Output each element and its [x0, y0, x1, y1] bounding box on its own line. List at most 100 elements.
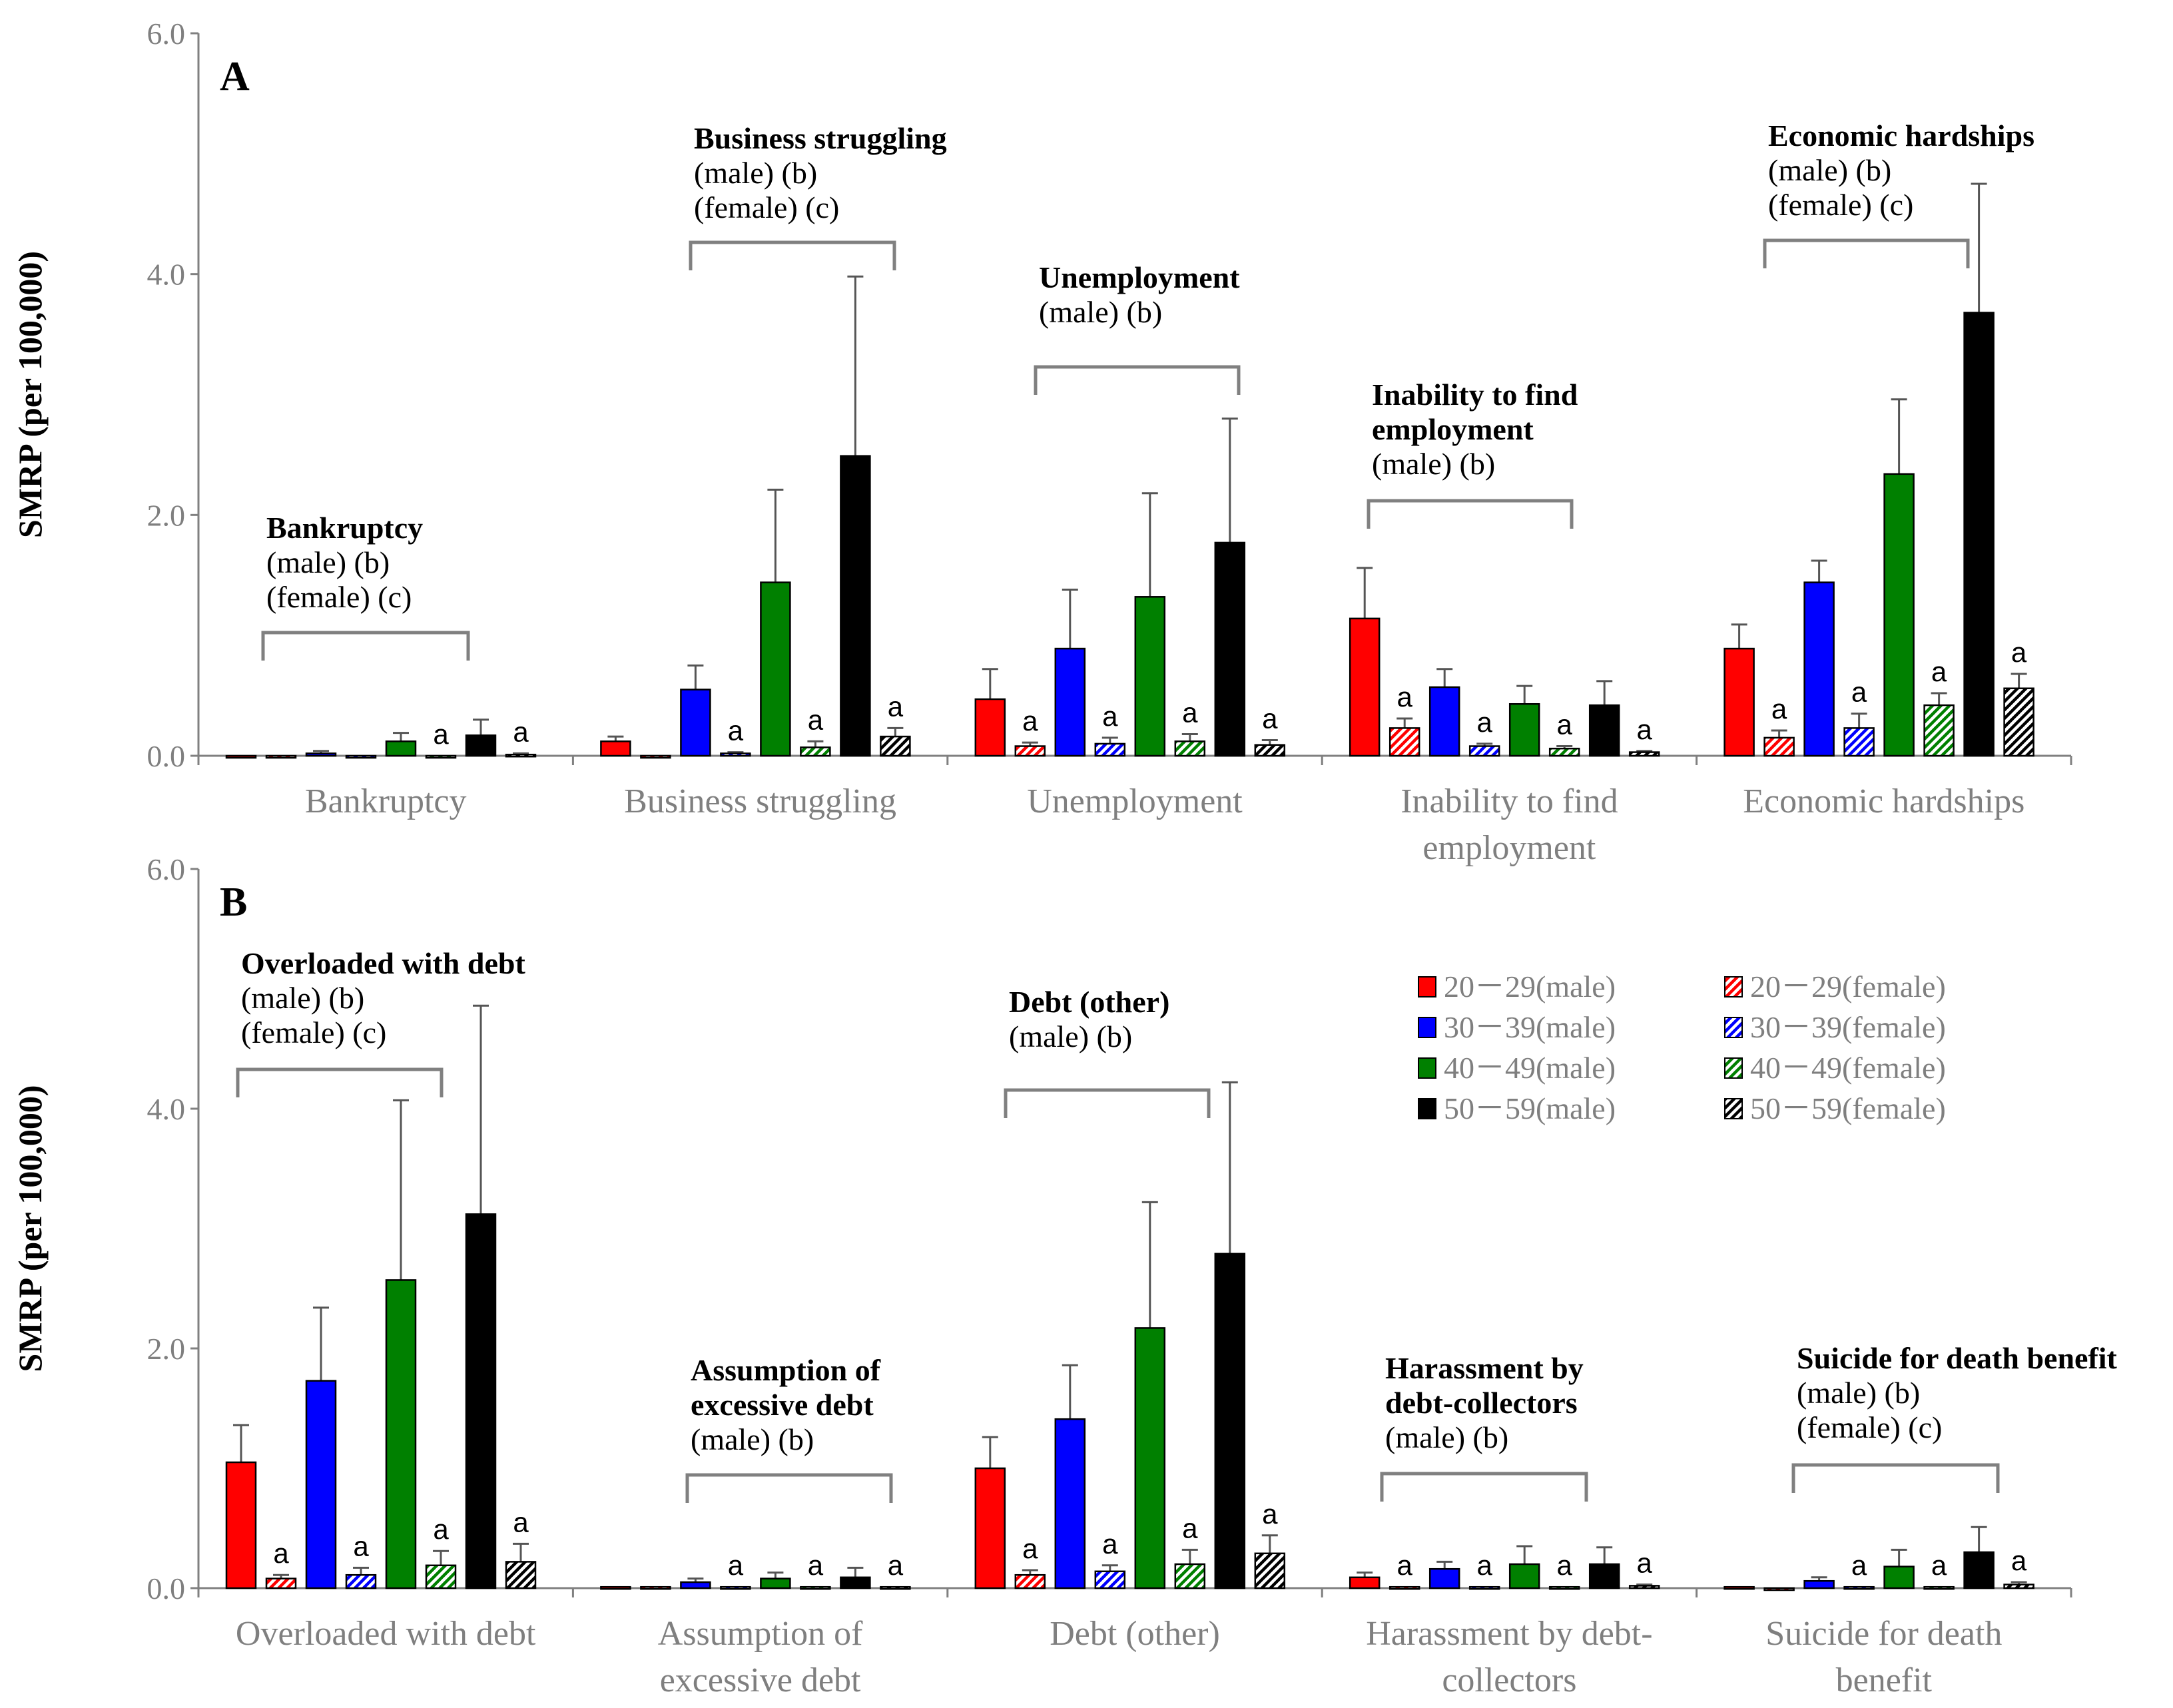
legend-label: 40－49(male)	[1444, 1051, 1616, 1085]
bar	[1094, 742, 1126, 757]
significance-label: a	[1477, 1550, 1493, 1581]
annotation-line: (female) (c)	[241, 1015, 386, 1049]
bar	[1014, 745, 1046, 757]
x-tick-label: Inability to find	[1400, 782, 1618, 820]
annotation-title: Debt (other)	[1009, 985, 1169, 1019]
y-tick-label: 6.0	[147, 852, 186, 886]
annotation-line: (male) (b)	[1797, 1376, 1920, 1410]
significance-label: a	[1102, 701, 1118, 732]
panel-label: A	[220, 54, 250, 99]
legend-swatch	[1724, 1057, 1743, 1079]
bar	[1214, 541, 1246, 757]
bar	[1628, 751, 1660, 757]
bar	[800, 746, 831, 757]
annotation-line: (female) (c)	[1797, 1410, 1942, 1444]
bar	[1548, 1585, 1580, 1590]
bar	[1508, 703, 1540, 757]
bar	[1763, 736, 1795, 757]
bar	[1468, 1585, 1500, 1590]
legend-label: 20－29(male)	[1444, 970, 1616, 1003]
bar	[1628, 1585, 1660, 1589]
annotation-bracket	[685, 1473, 893, 1503]
annotation-line: (male) (b)	[694, 156, 817, 190]
significance-label: a	[1637, 1548, 1653, 1579]
legend-label: 30－39(female)	[1750, 1010, 1946, 1044]
bar	[305, 1380, 337, 1589]
significance-label: a	[888, 691, 904, 722]
legend-swatch	[1418, 1098, 1436, 1119]
bar	[1174, 1563, 1206, 1589]
significance-label: a	[728, 1550, 744, 1581]
bar	[1923, 1585, 1955, 1590]
annotation-line: (male) (b)	[1385, 1420, 1508, 1454]
annotation-title: employment	[1372, 412, 1534, 446]
significance-label: a	[1102, 1528, 1118, 1560]
x-tick-label: Suicide for death	[1765, 1615, 2002, 1653]
significance-label: a	[1477, 707, 1493, 738]
annotation-title: debt-collectors	[1385, 1386, 1578, 1420]
bar	[1094, 1570, 1126, 1589]
annotation-title: Suicide for death benefit	[1797, 1341, 2118, 1375]
annotation-line: (female) (c)	[1768, 188, 1913, 222]
bar	[1389, 727, 1420, 757]
annotation-title: excessive debt	[691, 1388, 874, 1422]
bar	[225, 1461, 257, 1589]
bar	[425, 1564, 457, 1589]
bar	[465, 734, 497, 757]
annotation-title: Business struggling	[694, 121, 947, 155]
annotation-bracket	[1367, 499, 1574, 529]
bar	[265, 754, 297, 759]
bar	[760, 1577, 791, 1589]
significance-label: a	[513, 716, 529, 747]
bar	[1803, 581, 1835, 757]
significance-label: a	[513, 1506, 529, 1538]
annotation-line: (male) (b)	[1039, 295, 1162, 329]
legend-label: 50－59(female)	[1750, 1091, 1946, 1125]
bar	[1054, 647, 1086, 757]
bar	[1548, 747, 1580, 757]
significance-label: a	[808, 704, 824, 735]
significance-label: a	[1851, 677, 1867, 708]
bar	[1843, 1585, 1875, 1590]
significance-label: a	[1851, 1550, 1867, 1581]
annotation-line: (female) (c)	[266, 580, 412, 614]
bar	[1389, 1585, 1420, 1590]
bar	[974, 698, 1006, 757]
annotation-line: (male) (b)	[241, 981, 364, 1015]
bar	[600, 740, 631, 757]
significance-label: a	[1262, 1498, 1278, 1530]
y-axis-title: SMRP (per 100,000)	[11, 1085, 49, 1372]
significance-label: a	[808, 1550, 824, 1581]
bar	[1843, 727, 1875, 757]
bar	[345, 1573, 377, 1589]
significance-label: a	[433, 718, 449, 750]
bar	[2003, 687, 2034, 757]
x-tick-label: Assumption of	[658, 1615, 863, 1653]
annotation-bracket	[1380, 1472, 1588, 1502]
bar	[640, 1585, 671, 1590]
panel-a: 0.0 2.0 4.0 6.0 SMRP (per 100,000) A Bankruptc…	[11, 17, 2072, 867]
x-tick-label: Overloaded with debt	[236, 1615, 536, 1653]
x-tick-label: Economic hardships	[1743, 782, 2024, 820]
legend-label: 20－29(female)	[1750, 970, 1946, 1003]
bar	[425, 754, 457, 759]
y-tick-label: 0.0	[147, 739, 186, 773]
significance-label: a	[728, 715, 744, 746]
y-axis-title: SMRP (per 100,000)	[11, 251, 49, 538]
significance-label: a	[1397, 681, 1413, 712]
x-tick-label: Bankruptcy	[305, 782, 467, 820]
y-tick-label: 0.0	[147, 1571, 186, 1605]
y-tick-label: 2.0	[147, 1332, 186, 1366]
annotation-title: Bankruptcy	[266, 511, 423, 545]
y-tick-label: 4.0	[147, 258, 186, 292]
significance-label: a	[1771, 693, 1787, 724]
bar	[680, 689, 711, 757]
legend-swatch	[1724, 1017, 1743, 1038]
annotation-title: Assumption of	[691, 1353, 881, 1387]
annotation-bracket	[1763, 238, 1970, 268]
annotation-line: (male) (b)	[266, 545, 390, 579]
significance-label: a	[2011, 637, 2027, 668]
bar	[385, 1279, 417, 1589]
bar	[600, 1585, 631, 1590]
bar	[505, 753, 537, 758]
